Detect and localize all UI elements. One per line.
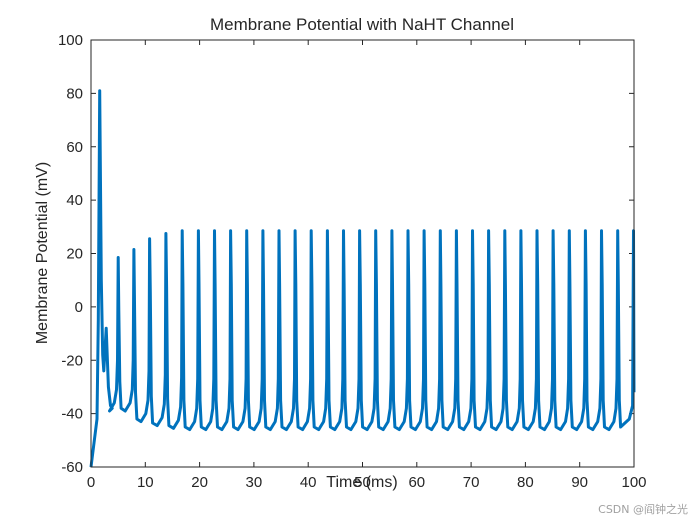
y-tick-label: 40 bbox=[66, 192, 83, 209]
x-tick-label: 90 bbox=[571, 474, 588, 491]
plot-frame bbox=[90, 39, 635, 468]
y-tick-label: 80 bbox=[66, 85, 83, 102]
y-tick-label: -60 bbox=[61, 459, 83, 476]
watermark: CSDN @阎钟之光 bbox=[598, 503, 688, 516]
x-tick-label: 30 bbox=[246, 474, 263, 491]
y-tick-label: 60 bbox=[66, 139, 83, 156]
x-tick-label: 0 bbox=[87, 474, 95, 491]
x-tick-label: 20 bbox=[191, 474, 208, 491]
x-tick-label: 50 bbox=[354, 474, 371, 491]
y-tick-label: -40 bbox=[61, 406, 83, 423]
chart-title: Membrane Potential with NaHT Channel bbox=[210, 15, 514, 34]
x-tick-label: 100 bbox=[621, 474, 646, 491]
x-tick-label: 10 bbox=[137, 474, 154, 491]
x-tick-label: 40 bbox=[300, 474, 317, 491]
x-tick-label: 70 bbox=[463, 474, 480, 491]
y-tick-label: 100 bbox=[58, 32, 83, 49]
membrane-potential-trace bbox=[89, 89, 636, 468]
y-tick-label: 0 bbox=[75, 299, 83, 316]
y-axis-label: Membrane Potential (mV) bbox=[34, 162, 51, 344]
x-tick-label: 80 bbox=[517, 474, 534, 491]
y-tick-label: -20 bbox=[61, 352, 83, 369]
x-axis-label: Time (ms) bbox=[326, 474, 397, 491]
y-tick-label: 20 bbox=[66, 246, 83, 263]
axis-ticks: 0 10 20 30 40 50 60 70 80 90 100 -60 -40 -20 0 20 40 60 80… bbox=[58, 32, 647, 491]
x-tick-label: 60 bbox=[408, 474, 425, 491]
